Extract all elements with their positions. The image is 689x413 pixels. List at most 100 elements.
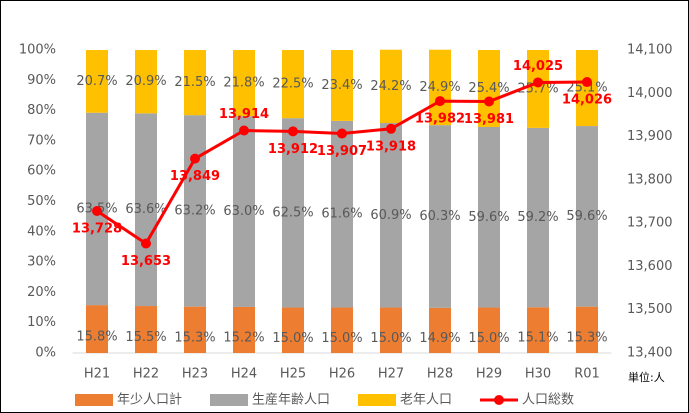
bar-label: 14.9% bbox=[419, 331, 460, 346]
bar-segment bbox=[380, 49, 402, 124]
bar-label: 61.6% bbox=[321, 207, 362, 222]
bar-label: 63.0% bbox=[223, 204, 264, 219]
bar-label: 15.0% bbox=[468, 331, 509, 346]
bar-label: 24.2% bbox=[370, 79, 411, 94]
bar-label: 60.3% bbox=[419, 209, 460, 224]
bar-label: 15.8% bbox=[76, 330, 117, 345]
x-tick-label: H23 bbox=[182, 367, 208, 382]
y-tick-label: 90% bbox=[27, 73, 56, 88]
y2-tick-label: 13,400 bbox=[627, 346, 673, 361]
y-tick-label: 50% bbox=[27, 194, 56, 209]
y2-tick-label: 13,700 bbox=[627, 216, 673, 231]
bar-segment bbox=[135, 306, 157, 353]
line-point bbox=[582, 77, 592, 88]
bar-segment bbox=[527, 127, 549, 308]
line-label: 14,026 bbox=[562, 93, 612, 108]
line-label: 13,981 bbox=[464, 112, 514, 127]
y-tick-label: 100% bbox=[19, 43, 56, 58]
bar-segment bbox=[527, 307, 549, 353]
bar-segment bbox=[429, 307, 451, 353]
line-point bbox=[484, 96, 494, 107]
legend-label: 老年人口 bbox=[400, 393, 452, 408]
y-tick-label: 20% bbox=[27, 285, 56, 300]
bar-segment bbox=[184, 306, 206, 353]
bar-label: 25.4% bbox=[468, 81, 509, 96]
bar-segment bbox=[282, 118, 304, 308]
line-label: 13,907 bbox=[317, 144, 367, 159]
y2-tick-label: 14,000 bbox=[627, 86, 673, 101]
line-label: 13,849 bbox=[170, 169, 220, 184]
line-point bbox=[435, 96, 445, 107]
x-tick-label: H28 bbox=[427, 367, 453, 382]
bar-label: 24.9% bbox=[419, 80, 460, 95]
legend-label: 年少人口計 bbox=[117, 392, 182, 408]
y-tick-label: 70% bbox=[27, 133, 56, 148]
line-label: 13,982 bbox=[415, 112, 465, 127]
bar-segment bbox=[86, 305, 108, 353]
line-point bbox=[533, 77, 543, 88]
bar-label: 63.2% bbox=[174, 203, 215, 218]
y2-tick-label: 13,900 bbox=[627, 129, 673, 144]
y2-tick-label: 13,600 bbox=[627, 259, 673, 274]
line-label: 13,653 bbox=[121, 254, 171, 269]
bar-label: 15.5% bbox=[125, 330, 166, 345]
y-tick-label: 10% bbox=[27, 315, 56, 330]
bar-label: 15.3% bbox=[174, 330, 215, 345]
bar-segment bbox=[282, 50, 304, 119]
bar-segment bbox=[478, 307, 500, 353]
x-tick-label: H26 bbox=[329, 367, 355, 382]
bar-segment bbox=[576, 50, 598, 127]
y2-tick-label: 13,500 bbox=[627, 302, 673, 317]
x-tick-label: H30 bbox=[525, 367, 551, 382]
bar-label: 59.2% bbox=[517, 210, 558, 225]
bar-segment bbox=[135, 113, 157, 307]
bar-segment bbox=[527, 50, 549, 128]
bar-label: 25.1% bbox=[566, 81, 607, 96]
x-tick-label: H22 bbox=[133, 367, 159, 382]
legend-swatch bbox=[358, 394, 396, 406]
bar-label: 21.5% bbox=[174, 75, 215, 90]
y2-tick-label: 14,100 bbox=[627, 43, 673, 58]
line-point bbox=[141, 238, 151, 249]
y-tick-label: 80% bbox=[27, 103, 56, 118]
line-point bbox=[288, 126, 298, 137]
bar-segment bbox=[380, 123, 402, 308]
bar-segment bbox=[478, 50, 500, 127]
legend-label: 人口総数 bbox=[522, 393, 574, 408]
bar-segment bbox=[331, 120, 353, 308]
bar-segment bbox=[331, 307, 353, 353]
line-point bbox=[190, 153, 200, 164]
x-tick-label: R01 bbox=[574, 367, 600, 382]
legend-swatch bbox=[210, 394, 248, 406]
bar-segment bbox=[576, 126, 598, 307]
bar-segment bbox=[429, 125, 451, 308]
bar-label: 21.8% bbox=[223, 76, 264, 91]
bar-segment bbox=[478, 126, 500, 308]
bar-label: 63.6% bbox=[125, 202, 166, 217]
bar-label: 62.5% bbox=[272, 205, 313, 220]
y2-tick-label: 13,800 bbox=[627, 172, 673, 187]
bar-segment bbox=[576, 306, 598, 353]
y-tick-label: 40% bbox=[27, 224, 56, 239]
bar-segment bbox=[86, 50, 108, 113]
bar-segment bbox=[331, 50, 353, 121]
line-label: 13,918 bbox=[366, 139, 416, 154]
x-tick-label: H29 bbox=[476, 367, 502, 382]
y2-unit: 単位:人 bbox=[628, 370, 665, 384]
y-tick-label: 30% bbox=[27, 255, 56, 270]
bar-segment bbox=[429, 49, 451, 126]
bar-label: 15.0% bbox=[370, 331, 411, 346]
line-label: 13,914 bbox=[219, 107, 269, 122]
x-tick-label: H27 bbox=[378, 367, 404, 382]
bar-label: 20.7% bbox=[76, 74, 117, 89]
bar-segment bbox=[233, 116, 255, 307]
legend-swatch bbox=[75, 394, 113, 406]
x-tick-label: H24 bbox=[231, 367, 257, 382]
y-tick-label: 60% bbox=[27, 164, 56, 179]
bar-segment bbox=[282, 307, 304, 353]
y-tick-label: 0% bbox=[35, 346, 56, 361]
bar-label: 22.5% bbox=[272, 77, 313, 92]
bar-label: 23.4% bbox=[321, 78, 362, 93]
bar-segment bbox=[233, 306, 255, 353]
